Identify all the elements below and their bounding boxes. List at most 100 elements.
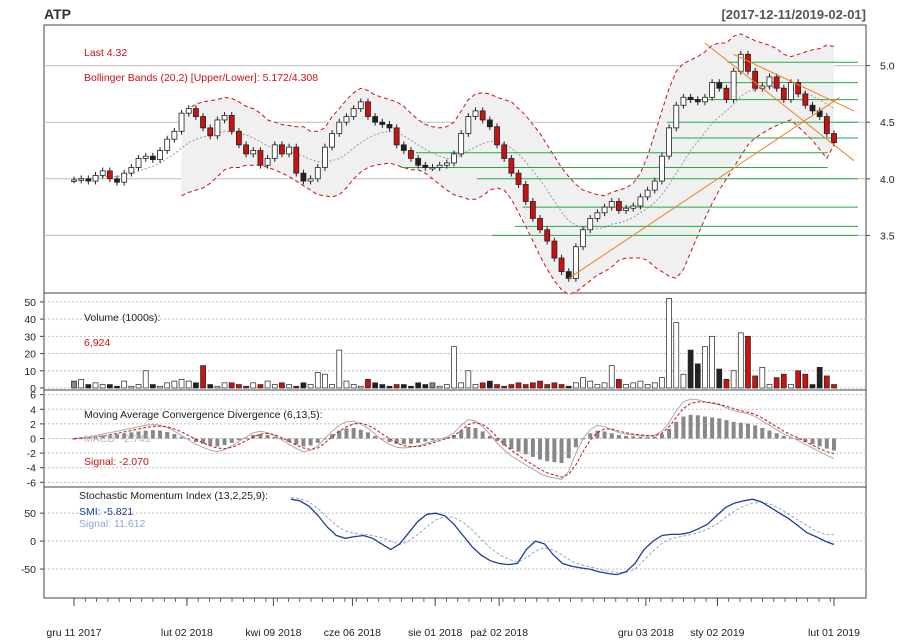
volume-bar (329, 384, 335, 389)
macd-histogram-bar (767, 430, 772, 439)
volume-bar (221, 382, 228, 389)
candle (515, 172, 522, 185)
volume-bar (486, 380, 493, 389)
macd-histogram-bar (530, 438, 535, 457)
macd-histogram-bar (552, 438, 557, 463)
macd-histogram-bar (832, 438, 836, 451)
candle (709, 82, 716, 98)
macd-histogram-bar (824, 438, 829, 449)
macd-histogram-bar (681, 416, 686, 439)
macd-histogram-bar (222, 438, 227, 446)
macd-histogram-bar (172, 434, 177, 439)
candle (257, 150, 264, 166)
candle (522, 184, 529, 202)
price-tick-label: 4.5 (880, 117, 895, 129)
candle (329, 133, 336, 148)
macd-histogram-bar (473, 427, 478, 439)
macd-histogram-bar (215, 438, 220, 447)
candle (494, 126, 500, 146)
volume-bar (573, 382, 579, 389)
price-tick-label: 3.5 (880, 230, 895, 242)
volume-bar (250, 382, 257, 389)
macd-histogram-bar (588, 433, 593, 439)
volume-bar (687, 349, 694, 389)
macd-histogram-bar (631, 436, 636, 439)
volume-bar (551, 382, 558, 389)
macd-histogram-bar (516, 438, 521, 452)
candle (221, 115, 228, 121)
volume-bar (271, 384, 278, 389)
volume-bar (831, 384, 837, 389)
macd-histogram-bar (158, 430, 163, 439)
candle (271, 144, 278, 159)
smi-tick-label: -50 (21, 564, 36, 576)
volume-bar (458, 382, 465, 389)
price-tick-label: 5.0 (880, 61, 895, 73)
candle (443, 162, 450, 166)
volume-bar (766, 384, 773, 389)
volume-bar (236, 384, 242, 389)
macd-histogram-bar (444, 437, 449, 439)
macd-histogram-bar (115, 434, 120, 439)
volume-bar (508, 384, 515, 389)
x-tick-label: gru 11 2017 (46, 627, 101, 639)
candle (687, 96, 694, 100)
x-tick-label: kwi 09 2018 (245, 627, 301, 639)
macd-histogram-bar (186, 438, 191, 440)
macd-histogram-bar (480, 431, 485, 439)
macd-histogram-bar (272, 436, 277, 439)
macd-tick-label: 0 (30, 434, 36, 446)
candle (408, 150, 414, 159)
volume-bar (400, 384, 407, 389)
candle (745, 53, 751, 72)
macd-histogram-bar (179, 436, 184, 439)
macd-histogram-bar (710, 417, 715, 439)
volume-bar (565, 385, 572, 389)
volume-bar (451, 346, 457, 389)
macd-histogram-bar (810, 438, 815, 445)
candle (486, 119, 493, 128)
x-tick-label: lut 02 2018 (161, 627, 213, 639)
volume-value: 6,924 (84, 337, 110, 349)
macd-histogram-bar (559, 438, 564, 464)
candle (637, 196, 644, 207)
volume-bar (537, 380, 543, 389)
candle (386, 124, 393, 129)
x-tick-label: sie 01 2018 (408, 627, 462, 639)
volume-bar (300, 382, 307, 389)
candle (436, 164, 443, 168)
volume-bar (386, 385, 393, 389)
candle (314, 167, 321, 180)
candle (250, 150, 257, 155)
candle (702, 96, 708, 103)
candle (128, 167, 135, 174)
trend-line (733, 53, 855, 112)
candle (580, 229, 586, 248)
volume-bar (264, 380, 271, 389)
macd-histogram-bar (150, 430, 155, 439)
volume-bar (436, 385, 443, 389)
macd-histogram-bar (236, 438, 241, 441)
candle (121, 172, 128, 183)
macd-histogram-bar (509, 438, 514, 450)
macd-histogram-bar (731, 421, 736, 439)
macd-tick-label: -2 (27, 448, 36, 460)
signal-value: Signal: -2.070 (84, 456, 149, 468)
candle (343, 116, 350, 123)
volume-bar (723, 379, 730, 389)
macd-histogram-bar (423, 438, 428, 442)
volume-bar (709, 335, 715, 389)
smi-line (290, 498, 835, 576)
macd-histogram-bar (774, 433, 779, 439)
volume-bar (659, 377, 665, 389)
macd-histogram-bar (659, 434, 664, 439)
macd-histogram-bar (717, 418, 722, 439)
candle (142, 155, 149, 159)
volume-label: Volume (1000s): (84, 312, 160, 324)
macd-histogram-bar (638, 436, 643, 439)
volume-bar (594, 384, 601, 389)
volume-bar (773, 377, 780, 389)
macd-histogram-bar (387, 438, 392, 443)
volume-bar (128, 385, 135, 389)
volume-bar (228, 382, 235, 389)
